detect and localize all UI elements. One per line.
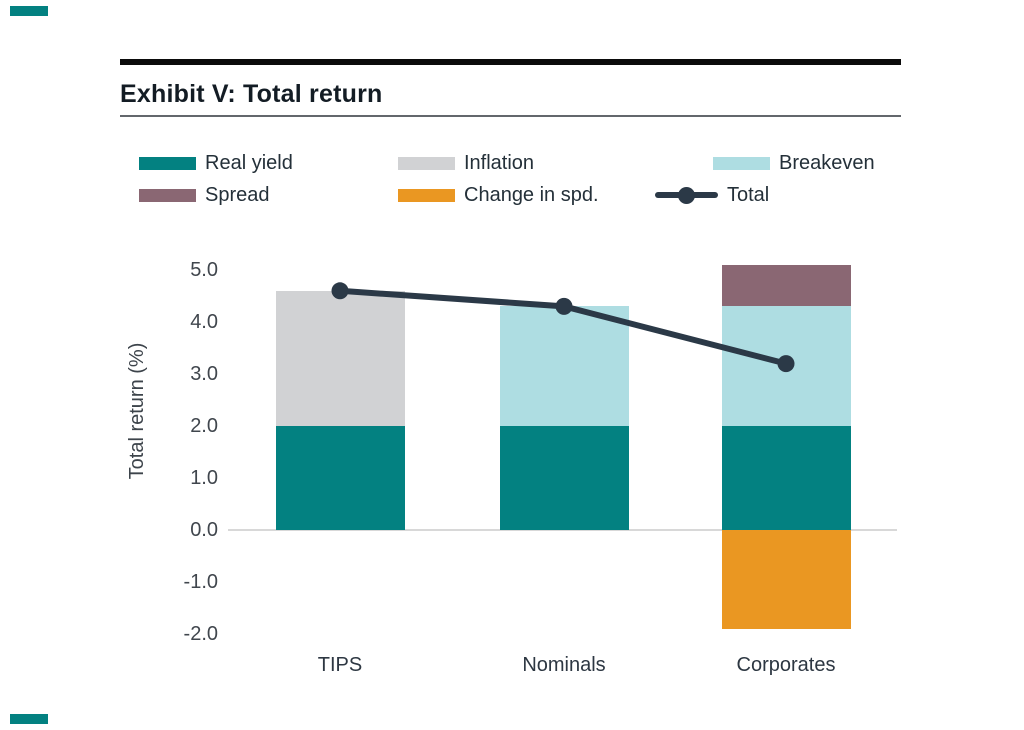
corner-mark-bottom-left: [10, 714, 48, 724]
legend-label-total: Total: [727, 183, 770, 206]
legend-label-breakeven: Breakeven: [779, 151, 875, 174]
y-axis-title: Total return (%): [126, 342, 148, 480]
spread-swatch-icon: [139, 188, 196, 202]
bar-segment-real-yield-corporates: [721, 426, 851, 530]
inflation-swatch-icon: [398, 156, 455, 170]
legend-item-spread: Spread: [139, 184, 270, 206]
legend-item-total: Total: [655, 184, 769, 206]
y-tick-label-5.0: 5.0: [190, 259, 218, 281]
x-axis-label-corporates: Corporates: [736, 654, 836, 676]
real-yield-swatch-icon: [139, 156, 196, 170]
y-tick-label-1.0: 1.0: [190, 467, 218, 489]
title-top-rule: [120, 59, 901, 65]
exhibit-title: Exhibit V: Total return: [120, 80, 383, 108]
bar-segment-breakeven-corporates: [721, 306, 851, 426]
title-bottom-rule: [120, 115, 901, 117]
x-axis-label-tips: TIPS: [317, 654, 363, 676]
x-axis-label-nominals: Nominals: [522, 654, 606, 676]
y-tick-label-4.0: 4.0: [190, 311, 218, 333]
legend-label-real-yield: Real yield: [205, 151, 293, 174]
bar-segment-real-yield-nominals: [499, 426, 629, 530]
breakeven-swatch-icon: [713, 156, 770, 170]
legend-item-change-in-spd: Change in spd.: [398, 184, 599, 206]
bar-segment-breakeven-nominals: [499, 306, 629, 426]
corner-mark-top-left: [10, 6, 48, 16]
legend-item-inflation: Inflation: [398, 152, 534, 174]
y-tick-label--2.0: -2.0: [183, 623, 218, 645]
bar-segment-real-yield-tips: [275, 426, 405, 530]
bar-segment-inflation-tips: [275, 290, 405, 426]
legend-label-inflation: Inflation: [464, 151, 535, 174]
change-in-spd-swatch-icon: [398, 188, 455, 202]
legend-label-spread: Spread: [205, 183, 270, 206]
bar-segment-spread-corporates: [721, 264, 851, 307]
y-tick-label-2.0: 2.0: [190, 415, 218, 437]
bar-segment-change-in-spd-corporates: [721, 530, 851, 629]
legend-item-real-yield: Real yield: [139, 152, 293, 174]
total-line-marker-icon: [655, 186, 718, 204]
zero-gridline: [228, 529, 897, 531]
y-tick-label-0.0: 0.0: [190, 519, 218, 541]
y-tick-label--1.0: -1.0: [183, 571, 218, 593]
legend-label-change-in-spd: Change in spd.: [464, 183, 599, 206]
y-tick-label-3.0: 3.0: [190, 363, 218, 385]
legend-item-breakeven: Breakeven: [713, 152, 875, 174]
